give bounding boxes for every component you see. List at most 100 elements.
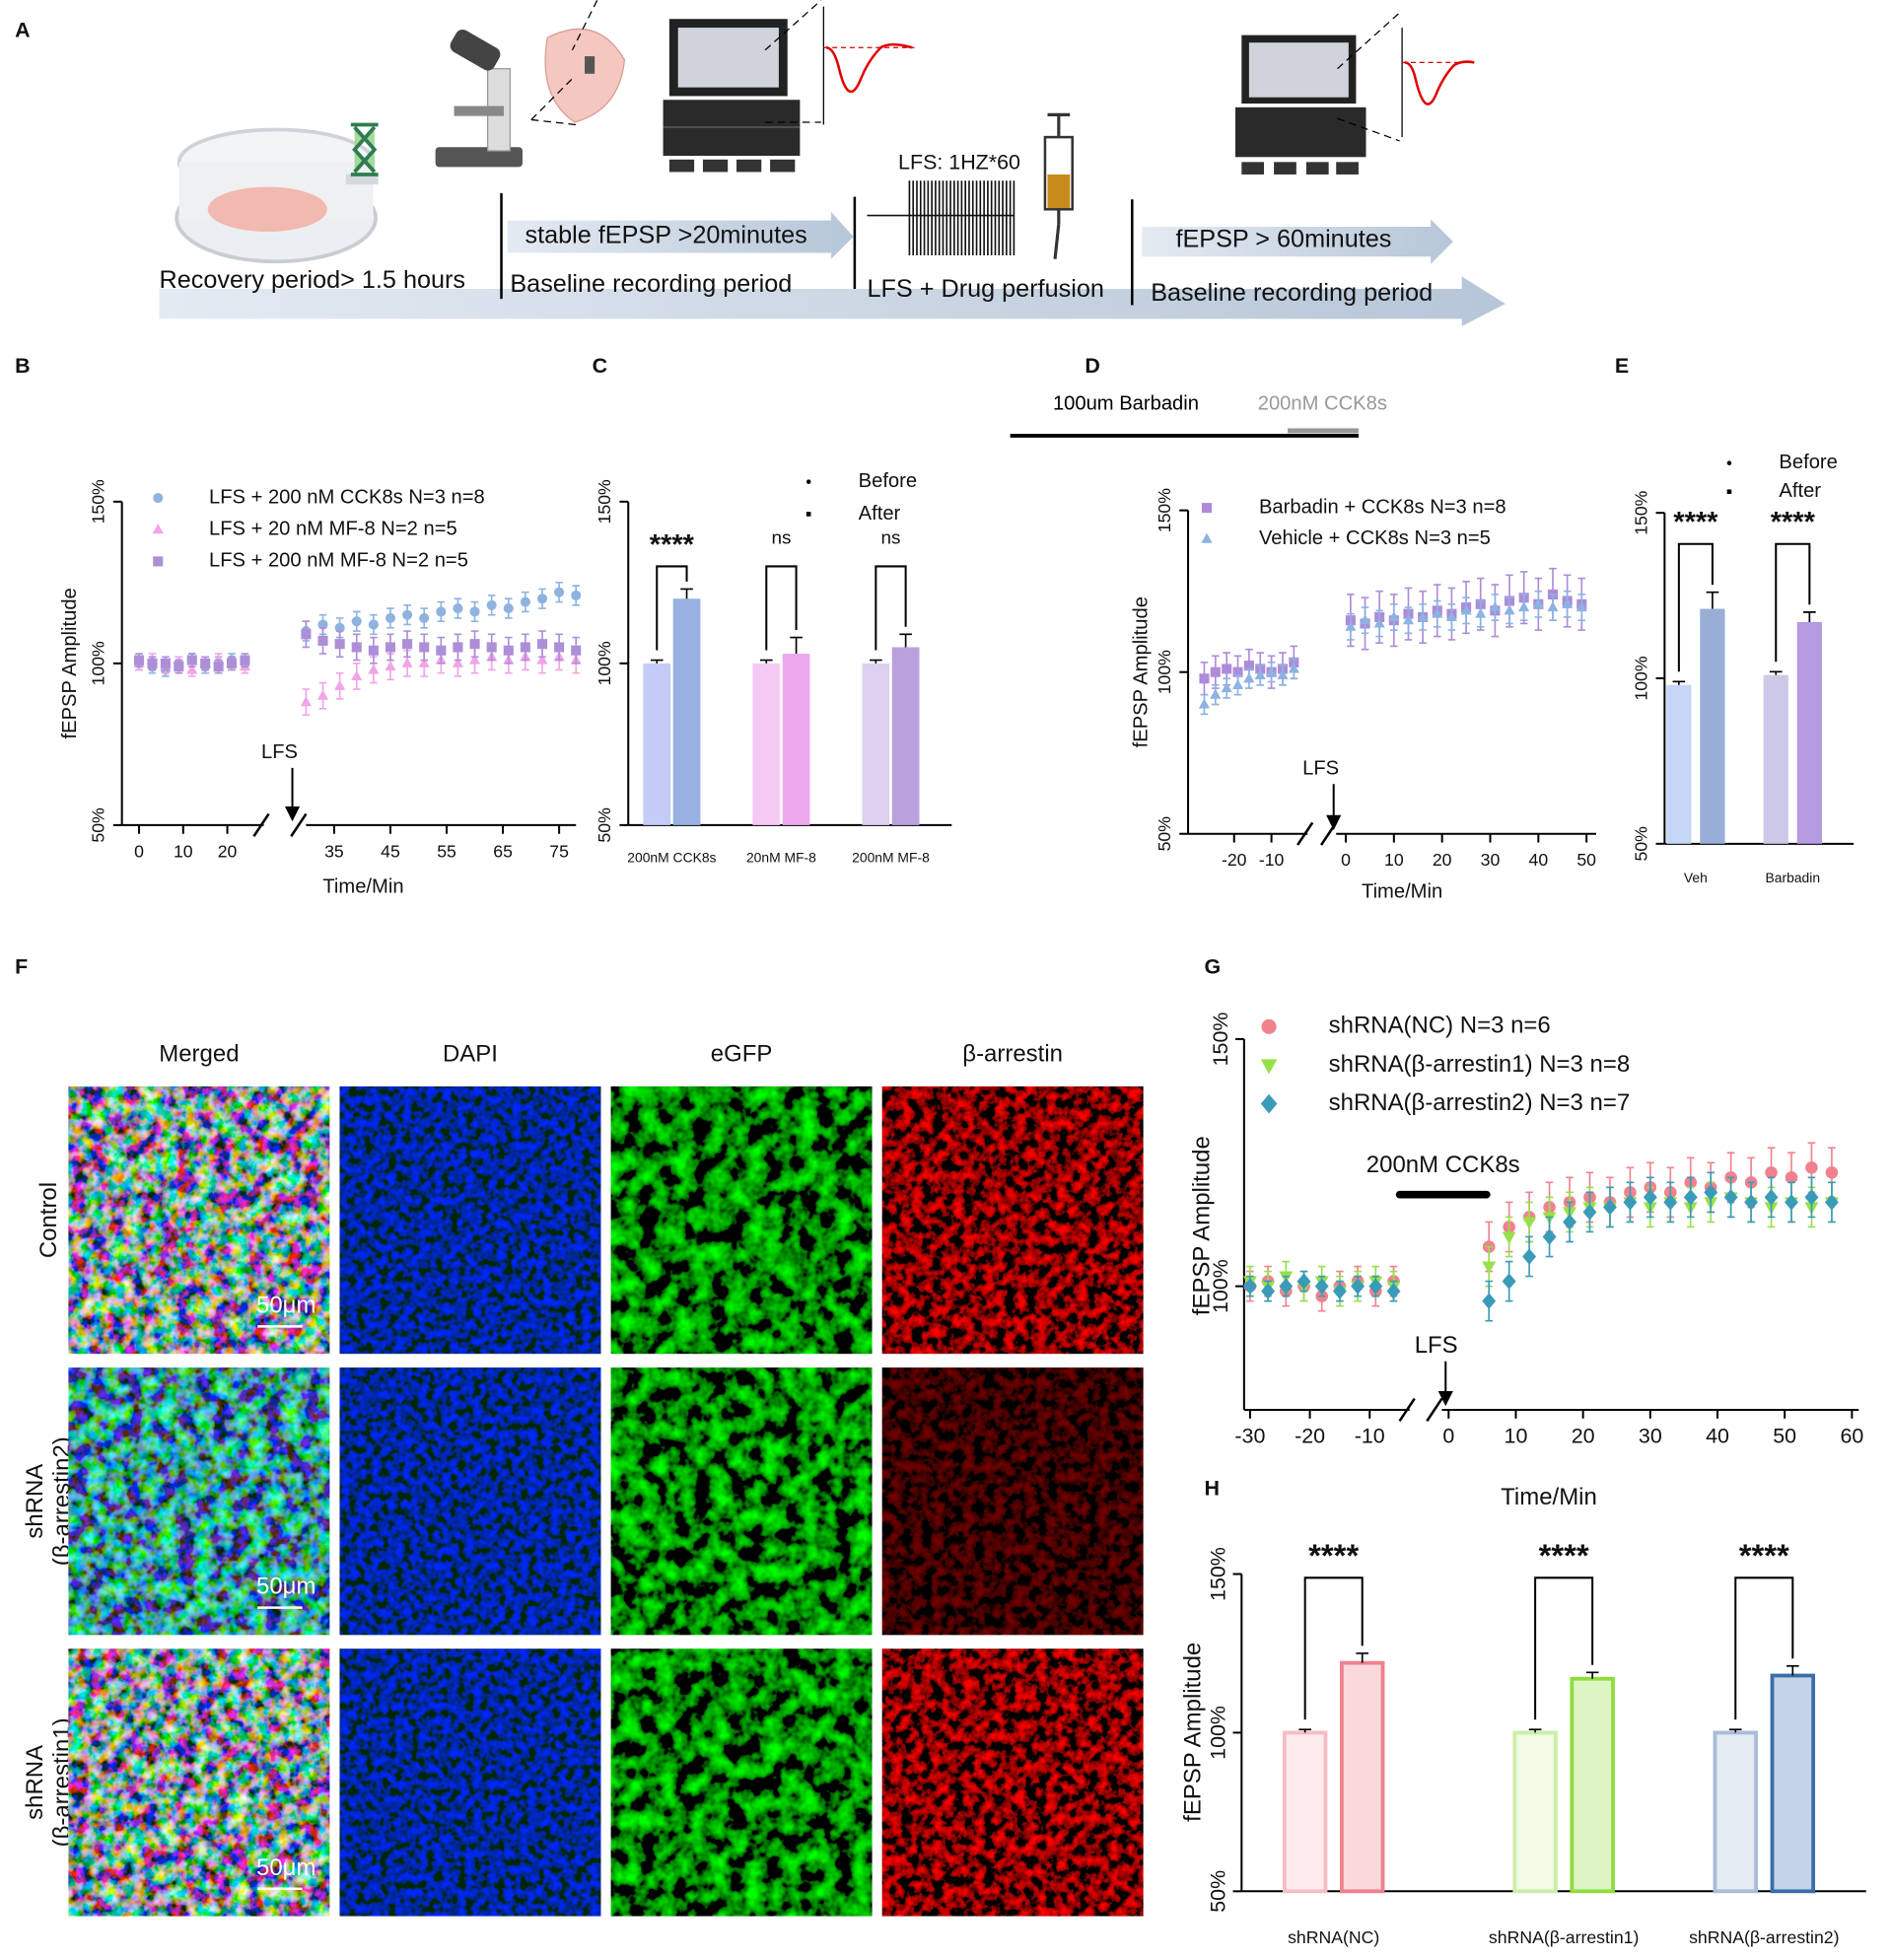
y-axis-label: fEPSP Amplitude [1189,1136,1216,1315]
data-point [334,639,345,650]
microscope-icon [435,29,523,168]
error-bar [790,636,803,655]
bar [1512,1730,1558,1894]
data-point [468,654,481,665]
zoom-lines [530,0,598,126]
panel-label: F [15,955,28,979]
image-channel [339,1648,601,1917]
error-bar [1728,1728,1742,1733]
image-channel [68,1367,330,1636]
y-tick-label: 50% [1631,826,1650,862]
data-point [536,594,548,604]
significance-label: **** [1308,1537,1359,1574]
data-point [419,642,430,653]
y-tick-label: 50% [1206,1870,1229,1913]
panel-label: B [15,354,30,378]
arrow-head [284,805,301,822]
error-bar [1803,611,1816,622]
row-label: shRNA [22,1745,48,1820]
panel-label: H [1204,1476,1219,1500]
data-point [1683,1189,1698,1206]
micrograph [881,1648,1144,1917]
error-bar [1769,670,1783,675]
data-point [317,635,328,646]
data-point [554,587,565,597]
image-channel [881,1367,1144,1636]
data-point [1417,610,1429,621]
data-point [1243,661,1254,671]
data-point [385,612,396,623]
panel-label: D [1085,354,1099,378]
data-point [1460,604,1472,615]
micrograph [610,1367,873,1636]
y-axis-label: fEPSP Amplitude [59,588,81,738]
scale-bar-label: 50μm [256,1855,315,1881]
legend-marker [1201,532,1213,543]
x-tick-label: 50 [1576,850,1596,870]
data-point [452,657,463,667]
data-point [1504,604,1515,615]
row-label: shRNA [22,1464,48,1539]
significance-bracket [1534,1576,1594,1720]
data-point [1502,1273,1516,1290]
x-tick-label: 45 [381,841,400,861]
error-bar [1356,1652,1369,1663]
image-channel [881,1648,1144,1917]
data-point [1663,1194,1678,1211]
x-tick-label: shRNA(NC) [1288,1927,1379,1947]
row-label: Control [35,1182,62,1258]
significance-bracket [875,565,907,651]
significance-label: **** [1673,507,1718,538]
bar [1713,1730,1758,1894]
x-tick-label: 65 [493,841,513,861]
bar [1700,608,1725,844]
data-point [469,639,480,650]
data-point [503,603,514,614]
data-point [402,609,413,620]
recorder-icon [663,19,801,173]
data-point [368,619,379,630]
x-tick-label: -30 [1234,1424,1265,1447]
bar [862,663,890,825]
micrograph [68,1367,330,1636]
data-point [1764,1189,1779,1206]
data-point [1199,673,1210,684]
legend-label: After [859,503,901,525]
data-point [1825,1165,1839,1179]
y-tick-label: 50% [1155,816,1174,852]
y-axis-label: fEPSP Amplitude [1180,1643,1207,1822]
data-point [1266,665,1278,676]
data-point [1785,1171,1798,1184]
axis-break [1296,821,1314,846]
data-point [520,596,530,607]
data-point [1723,1189,1738,1206]
data-point [436,606,447,617]
data-point [1279,1278,1294,1295]
x-tick-label: shRNA(β-arrestin1) [1489,1927,1639,1947]
y-tick-label: 150% [595,479,614,524]
y-tick-label: 150% [1631,490,1650,534]
data-point [1231,678,1244,689]
data-point [1386,1283,1401,1299]
data-point [1502,1231,1516,1245]
x-tick-label: 60 [1840,1424,1863,1447]
scale-bar-label: 50μm [256,1574,315,1600]
data-point [536,639,548,650]
column-header: β-arrestin [962,1041,1063,1068]
data-point [1765,1165,1778,1179]
data-point [1522,1248,1537,1265]
legend-marker [1261,1018,1277,1034]
data-point [385,661,396,671]
data-point [401,657,413,667]
data-point [554,642,565,653]
data-point [300,696,312,707]
brain-slice-icon [544,28,626,123]
data-point [1345,620,1357,631]
x-tick-label: 10 [1384,850,1404,870]
data-point [213,662,224,672]
y-tick-label: 150% [1155,488,1174,532]
bar [1570,1676,1615,1894]
data-point [453,603,463,614]
stimulus-train [867,180,1016,255]
legend-label: Before [1779,452,1837,473]
